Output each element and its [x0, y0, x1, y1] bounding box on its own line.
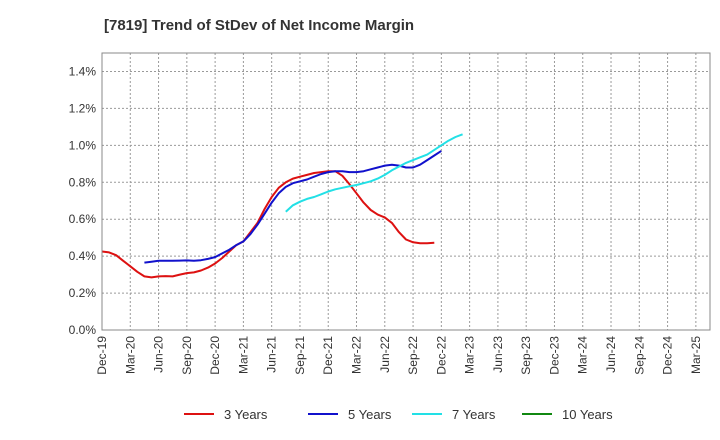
legend-label: 3 Years — [224, 407, 268, 422]
x-tick-label: Jun-20 — [152, 336, 166, 373]
x-tick-label: Jun-22 — [378, 336, 392, 373]
x-tick-label: Dec-23 — [547, 336, 561, 375]
legend: 3 Years 5 Years 7 Years 10 Years — [184, 407, 613, 422]
y-tick-label: 1.4% — [69, 64, 97, 78]
y-tick-label: 0.4% — [69, 249, 97, 263]
x-tick-label: Jun-21 — [265, 336, 279, 373]
y-tick-label: 0.6% — [69, 212, 97, 226]
y-tick-label: 0.0% — [69, 323, 97, 337]
x-tick-label: Mar-24 — [576, 336, 590, 374]
series-line-7-years — [285, 133, 463, 213]
grid — [102, 53, 710, 330]
x-tick-label: Dec-20 — [208, 336, 222, 375]
y-tick-label: 1.2% — [69, 101, 97, 115]
x-tick-label: Sep-20 — [180, 336, 194, 375]
y-tick-label: 1.0% — [69, 138, 97, 152]
x-tick-label: Mar-20 — [123, 336, 137, 374]
x-tick-label: Mar-23 — [463, 336, 477, 374]
x-axis: Dec-19 Mar-20 Jun-20 Sep-20 Dec-20 Mar-21 Jun-… — [95, 336, 703, 375]
x-tick-label: Sep-21 — [293, 336, 307, 375]
x-tick-label: Dec-19 — [95, 336, 109, 375]
x-tick-label: Mar-22 — [350, 336, 364, 374]
series-line-5-years — [144, 150, 442, 264]
y-tick-label: 0.8% — [69, 175, 97, 189]
plot-frame — [101, 52, 711, 331]
x-tick-label: Sep-24 — [632, 336, 646, 375]
x-tick-label: Jun-24 — [604, 336, 618, 373]
x-tick-label: Sep-23 — [519, 336, 533, 375]
series-line-3-years — [101, 170, 435, 279]
legend-label: 5 Years — [348, 407, 392, 422]
x-tick-label: Dec-22 — [434, 336, 448, 375]
plot-area — [102, 53, 710, 330]
x-tick-label: Sep-22 — [406, 336, 420, 375]
y-tick-label: 0.2% — [69, 286, 97, 300]
chart-title: [7819] Trend of StDev of Net Income Marg… — [104, 17, 414, 34]
legend-label: 7 Years — [452, 407, 496, 422]
x-tick-label: Mar-25 — [689, 336, 703, 374]
x-tick-label: Jun-23 — [491, 336, 505, 373]
legend-label: 10 Years — [562, 407, 613, 422]
y-axis: 0.0% 0.2% 0.4% 0.6% 0.8% 1.0% 1.2% 1.4% — [69, 64, 97, 337]
x-tick-label: Mar-21 — [236, 336, 250, 374]
x-tick-label: Dec-24 — [661, 336, 675, 375]
series-lines — [101, 133, 463, 279]
x-tick-label: Dec-21 — [321, 336, 335, 375]
